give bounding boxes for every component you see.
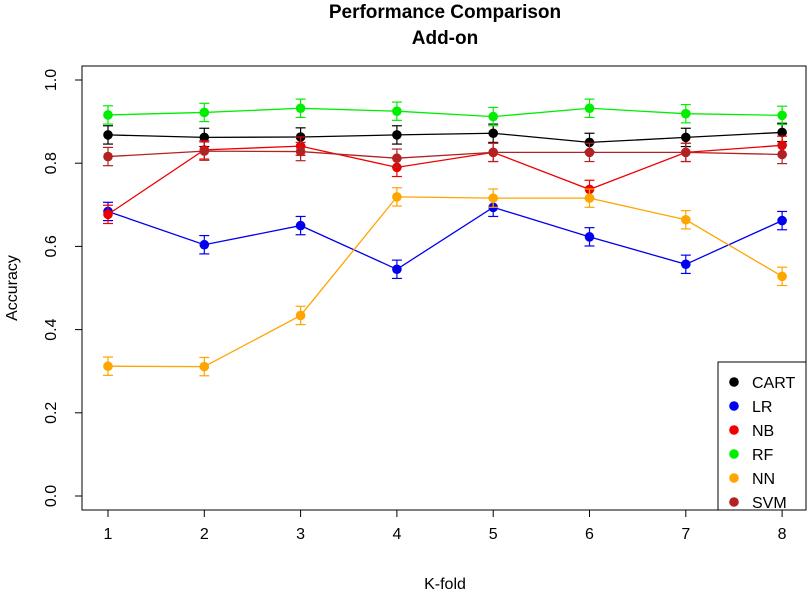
data-point [488,111,499,122]
data-point [392,264,402,275]
data-point [681,108,691,119]
data-point [584,137,595,148]
data-point [681,147,691,158]
series-line [107,196,783,368]
legend-label: SVM [752,495,787,512]
y-tick-label: 0.0 [43,485,60,507]
series-rf [103,98,788,127]
data-point [584,103,595,114]
data-point [777,127,787,138]
data-point [777,215,787,226]
legend-marker [729,425,739,435]
data-point [103,361,113,372]
data-point [392,153,402,164]
series-cart [103,122,788,153]
series-line [107,144,783,215]
series-line [107,206,783,271]
data-point [488,193,499,203]
data-point [103,209,113,220]
legend-label: NN [752,471,775,488]
data-point [295,146,306,157]
data-point [392,106,402,116]
series-line [107,107,783,118]
legend-label: CART [752,375,795,392]
legend-marker [729,377,739,387]
y-tick-label: 0.2 [43,402,60,424]
series-svm [103,141,788,168]
legend-label: NB [752,423,774,440]
data-point [777,271,787,282]
x-tick-label: 6 [585,526,594,543]
data-point [199,239,210,250]
data-point [103,130,113,140]
legend: CART LR NB RF NN SVM [717,361,807,512]
data-point [103,151,113,162]
x-tick-label: 5 [489,526,498,543]
y-tick-label: 0.8 [43,152,60,174]
data-point [295,103,306,114]
data-point [584,193,595,203]
series-nn [103,187,788,377]
y-tick-label: 0.4 [43,318,60,340]
data-point [392,192,402,202]
legend-marker [729,449,739,459]
legend-marker [729,473,739,483]
data-point [103,110,113,120]
plot-frame [81,65,807,511]
chart-title: Performance Comparison [329,2,561,23]
legend-marker [729,497,739,507]
series-line [107,131,783,144]
data-point [488,128,499,139]
data-point [199,132,210,143]
series-line [107,150,783,159]
data-point [584,232,595,242]
data-point [295,220,306,231]
chart-subtitle: Add-on [412,28,478,49]
legend-box [717,361,807,511]
data-point [777,149,787,160]
y-tick-label: 0.6 [43,235,60,257]
data-point [199,146,210,156]
x-tick-label: 7 [681,526,690,543]
x-tick-label: 3 [296,526,305,543]
y-axis-label: Accuracy [4,255,21,321]
data-point [777,110,787,121]
legend-label: LR [752,399,772,416]
data-point [681,214,691,225]
data-point [199,361,210,372]
data-point [295,310,306,321]
y-tick-label: 1.0 [43,69,60,91]
data-point [488,147,499,158]
x-axis-label: K-fold [424,576,466,593]
data-point [681,132,691,143]
x-tick-label: 8 [778,526,787,543]
data-point [681,259,691,270]
legend-label: RF [752,447,774,464]
legend-marker [729,401,739,411]
data-point [584,147,595,158]
x-tick-label: 2 [200,526,209,543]
series-lr [103,197,788,280]
plot-area: 1 2 3 4 5 6 7 8 0.0 0.2 0.4 0.6 0.8 1.0 CART LR NB RF NN SV… [43,65,807,543]
x-tick-label: 4 [392,526,401,543]
data-point [392,130,402,140]
x-tick-label: 1 [104,526,113,543]
data-point [199,107,210,118]
